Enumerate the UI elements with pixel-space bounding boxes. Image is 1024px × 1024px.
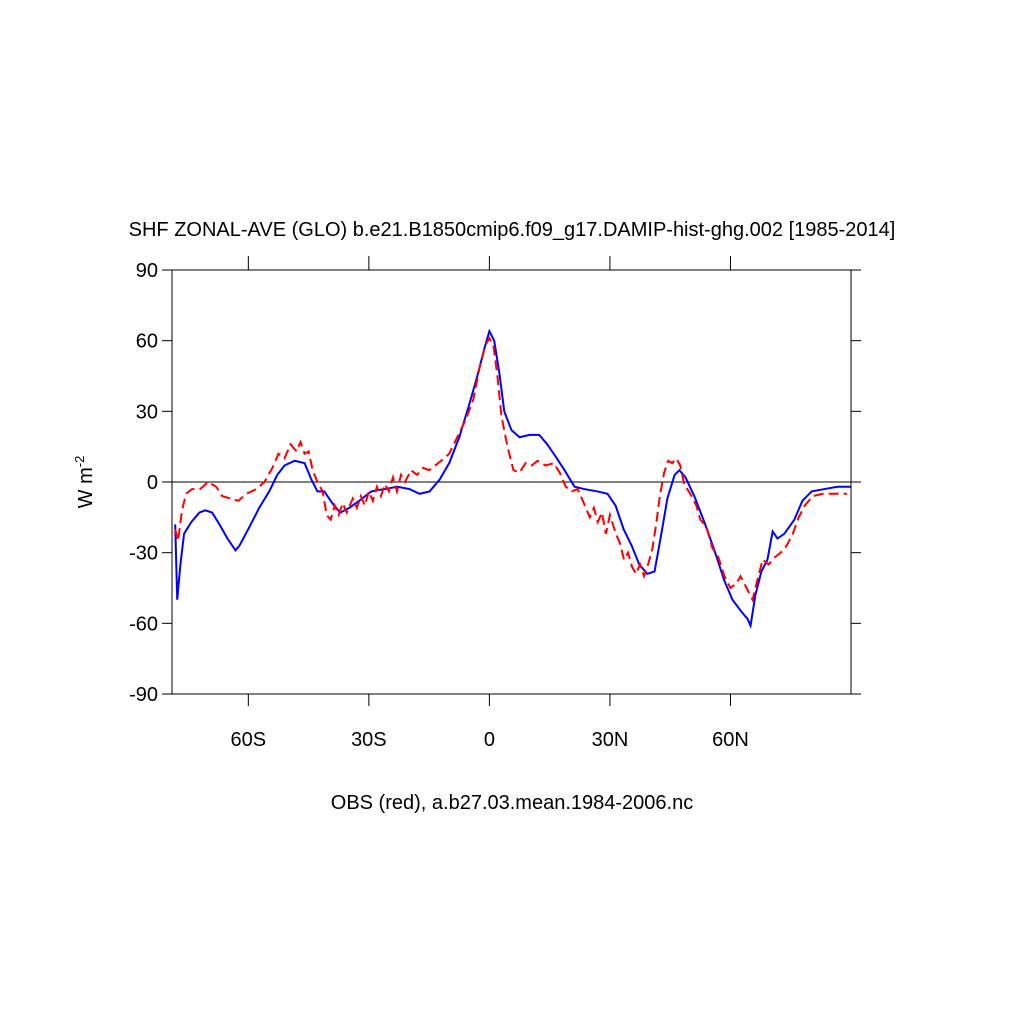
y-axis-label-sup: -2 <box>72 456 87 468</box>
y-tick-label: 0 <box>147 472 158 494</box>
y-tick-label: -30 <box>129 543 158 565</box>
x-tick-label: 60S <box>231 729 267 751</box>
y-tick-label: 90 <box>136 260 158 282</box>
x-axis-label: OBS (red), a.b27.03.mean.1984-2006.nc <box>331 792 693 814</box>
x-tick-label: 30N <box>592 729 629 751</box>
data-line <box>174 336 847 603</box>
y-tick-label: -60 <box>129 613 158 635</box>
x-tick-label: 30S <box>351 729 387 751</box>
x-tick-label: 60N <box>712 729 749 751</box>
y-axis-label: W m-2 <box>72 456 97 509</box>
x-tick-label: 0 <box>484 729 495 751</box>
data-line <box>174 328 851 630</box>
plot-frame <box>171 269 852 695</box>
chart-title: SHF ZONAL-AVE (GLO) b.e21.B1850cmip6.f09… <box>129 219 896 241</box>
y-tick-label: -90 <box>129 684 158 706</box>
y-axis-label-main: W m <box>75 467 97 508</box>
y-tick-label: 30 <box>136 401 158 423</box>
y-tick-label: 60 <box>136 331 158 353</box>
